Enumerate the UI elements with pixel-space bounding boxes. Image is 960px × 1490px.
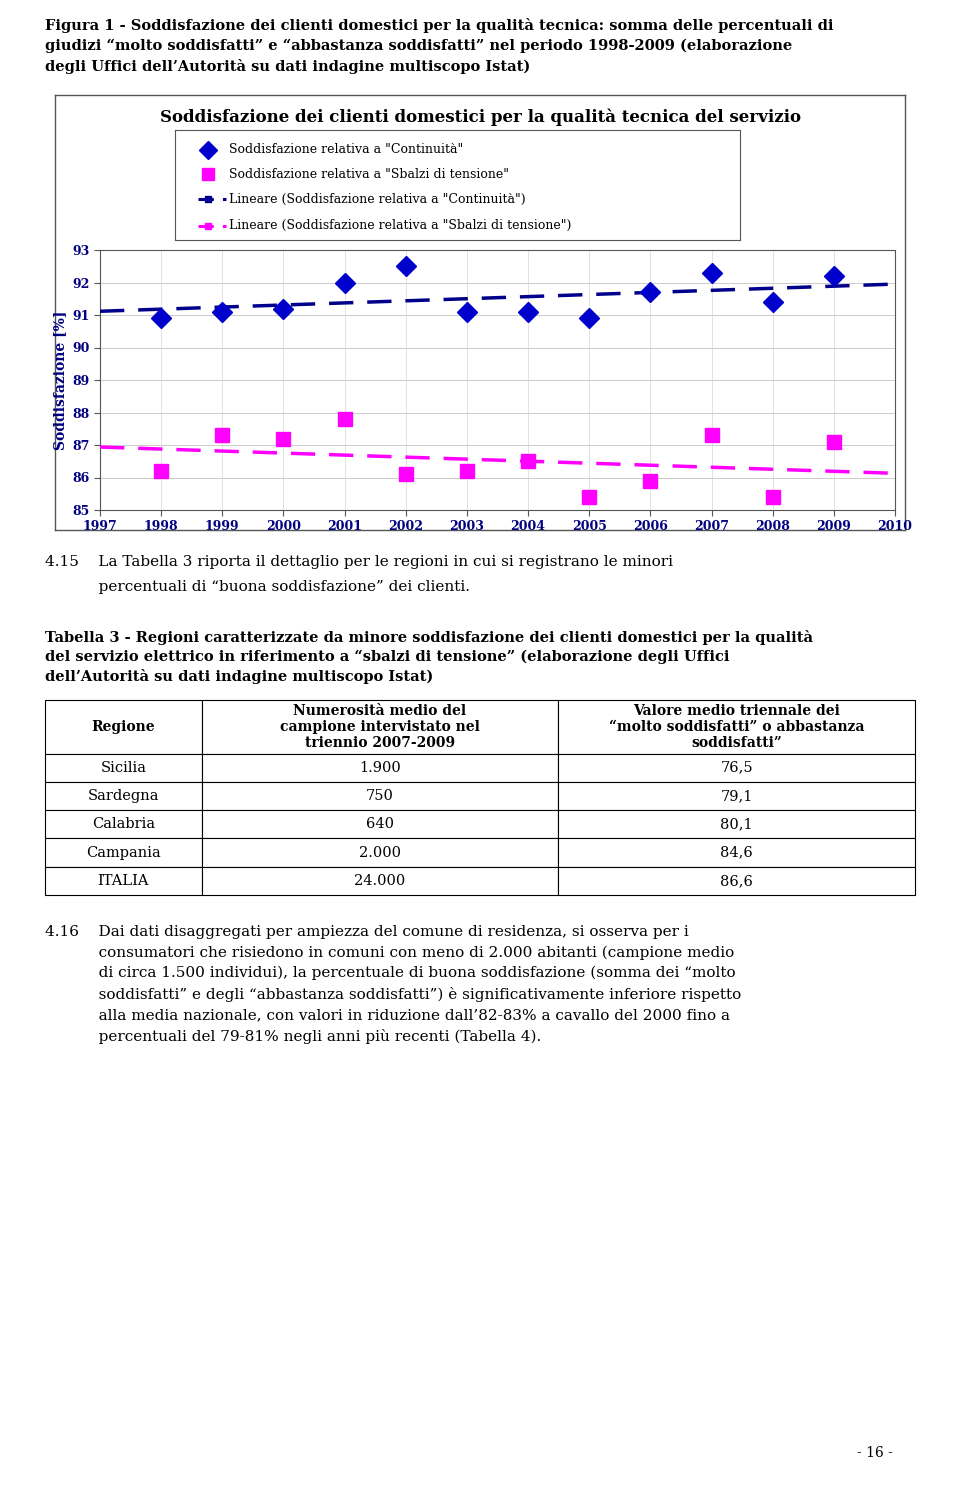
Text: 4.16    Dai dati disaggregati per ampiezza del comune di residenza, si osserva p: 4.16 Dai dati disaggregati per ampiezza …: [45, 925, 741, 1043]
Y-axis label: Soddisfazione [%]: Soddisfazione [%]: [53, 310, 66, 450]
Text: Lineare (Soddisfazione relativa a "Continuità"): Lineare (Soddisfazione relativa a "Conti…: [228, 192, 525, 206]
Text: Soddisfazione dei clienti domestici per la qualità tecnica del servizio: Soddisfazione dei clienti domestici per …: [159, 107, 801, 125]
Text: Soddisfazione relativa a "Continuità": Soddisfazione relativa a "Continuità": [228, 143, 463, 156]
Text: Figura 1 - Soddisfazione dei clienti domestici per la qualità tecnica: somma del: Figura 1 - Soddisfazione dei clienti dom…: [45, 18, 833, 75]
Text: Tabella 3 - Regioni caratterizzate da minore soddisfazione dei clienti domestici: Tabella 3 - Regioni caratterizzate da mi…: [45, 630, 813, 684]
Text: percentuali di “buona soddisfazione” dei clienti.: percentuali di “buona soddisfazione” dei…: [45, 580, 470, 595]
Text: 4.15    La Tabella 3 riporta il dettaglio per le regioni in cui si registrano le: 4.15 La Tabella 3 riporta il dettaglio p…: [45, 554, 673, 569]
Text: - 16 -: - 16 -: [857, 1445, 893, 1460]
Text: Lineare (Soddisfazione relativa a "Sbalzi di tensione"): Lineare (Soddisfazione relativa a "Sbalz…: [228, 219, 571, 232]
Text: Soddisfazione relativa a "Sbalzi di tensione": Soddisfazione relativa a "Sbalzi di tens…: [228, 167, 509, 180]
